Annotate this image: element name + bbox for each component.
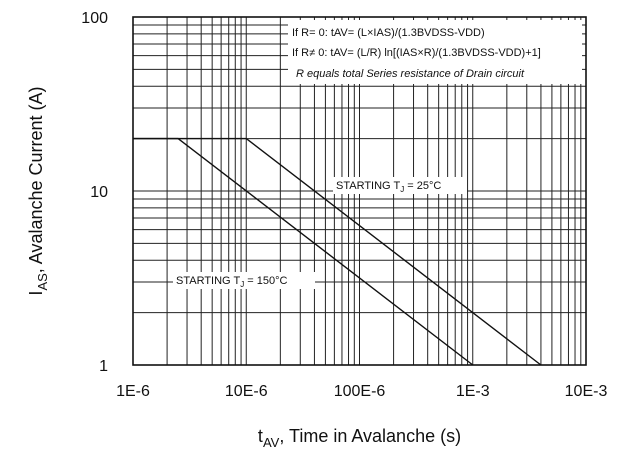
x-tick-label: 1E-3	[456, 383, 490, 400]
y-axis-title: IAS, Avalanche Current (A)	[26, 86, 50, 295]
curve-label-rest: = 25°C	[404, 180, 441, 192]
y-axis-title-main: I	[26, 291, 46, 296]
curve-label-sub: J	[240, 280, 244, 289]
x-tick-label: 10E-3	[565, 383, 608, 400]
curve-label-background	[333, 177, 467, 194]
y-tick-labels: 1 10 100	[81, 10, 108, 375]
x-axis-title-main: t	[258, 426, 263, 446]
equation-box-background	[288, 20, 582, 84]
x-tick-label: 100E-6	[334, 383, 386, 400]
equation-r-nonzero: If R≠ 0: tAV= (L/R) ln[(IAS×R)/(1.3BVDSS…	[292, 47, 541, 59]
resistance-note: R equals total Series resistance of Drai…	[296, 68, 525, 80]
y-axis-title-rest: , Avalanche Current (A)	[26, 86, 46, 273]
curve-label-main: STARTING T	[336, 180, 400, 192]
x-tick-label: 10E-6	[225, 383, 268, 400]
equation-r-zero: If R= 0: tAV= (L×IAS)/(1.3BVDSS-VDD)	[292, 27, 485, 39]
y-tick-label: 10	[90, 184, 108, 201]
curve-label-main: STARTING T	[176, 275, 240, 287]
curve-label-background	[173, 272, 315, 289]
curve-series-1	[133, 137, 542, 366]
x-axis-title: tAV, Time in Avalanche (s)	[258, 426, 461, 450]
equation-box: If R= 0: tAV= (L×IAS)/(1.3BVDSS-VDD) If …	[288, 20, 582, 84]
y-axis-title-sub: AS	[35, 273, 50, 291]
x-axis-title-sub: AV	[263, 435, 280, 450]
curve-series-2	[133, 137, 474, 366]
curve-label-rest: = 150°C	[244, 275, 287, 287]
curve-label-series-1: STARTING TJ = 25°C	[336, 180, 441, 194]
curve-label-series-2: STARTING TJ = 150°C	[176, 275, 287, 289]
plot-frame	[132, 16, 587, 366]
x-tick-label: 1E-6	[116, 383, 150, 400]
curve-label-sub: J	[400, 185, 404, 194]
x-tick-labels: 1E-6 10E-6 100E-6 1E-3 10E-3	[116, 383, 607, 400]
y-tick-label: 100	[81, 10, 108, 27]
x-axis-title-rest: , Time in Avalanche (s)	[279, 426, 461, 446]
curves	[133, 137, 542, 366]
y-tick-label: 1	[99, 358, 108, 375]
